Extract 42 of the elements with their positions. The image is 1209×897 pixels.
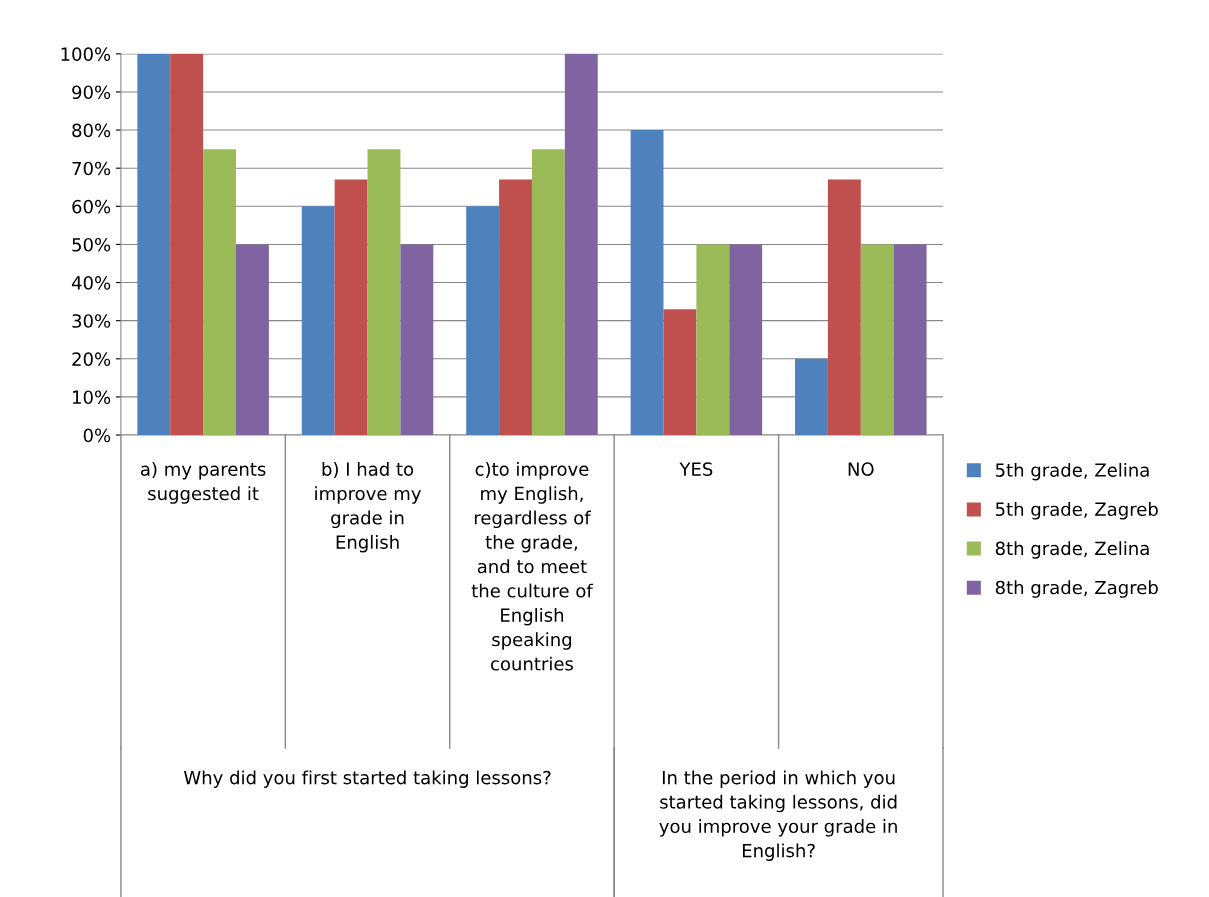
y-tick-label: 0% [83, 428, 111, 443]
bar [137, 53, 171, 436]
text: Why did you first started taking lessons? [183, 770, 551, 788]
y-tick-label: 80% [72, 123, 111, 138]
x-tick-label: b) I had to improve my grade in English [315, 461, 421, 553]
legend-label: 5th grade, Zagreb [995, 502, 1158, 520]
bar [334, 179, 368, 436]
bar [827, 179, 861, 436]
bar [170, 53, 204, 436]
bar [893, 244, 927, 436]
bar [367, 149, 401, 436]
legend-label: 8th grade, Zagreb [995, 580, 1158, 598]
bar [564, 53, 598, 436]
bar [301, 206, 335, 436]
bar [663, 309, 697, 436]
category-label: c)to improve my English, regardless of the grade, and to meet the culture of English speaking countries [471, 461, 594, 671]
bar [696, 244, 730, 436]
bar [795, 358, 828, 436]
bar [860, 244, 894, 436]
y-tick-label: 40% [71, 276, 111, 290]
y-tick-label: 70% [72, 161, 111, 176]
bar [729, 244, 763, 436]
x-tick-label: YES [679, 462, 713, 476]
y-tick-label: 100% [61, 47, 111, 61]
bar [236, 244, 269, 436]
bar [499, 179, 532, 436]
x-tick-label: NO [848, 462, 874, 476]
y-tick-label: 60% [72, 199, 111, 214]
bar [203, 149, 236, 436]
bar [400, 244, 434, 436]
bar [531, 149, 565, 436]
y-tick-label: 90% [72, 85, 111, 100]
bar [466, 206, 500, 436]
text: In the period in which you started taking lessons, did you improve your grade in English? [659, 770, 897, 861]
legend-label: 8th grade, Zelina [995, 541, 1149, 559]
bar [630, 130, 664, 436]
y-tick-label: 10% [73, 390, 111, 405]
legend-label: 5th grade, Zelina [995, 462, 1149, 481]
y-tick-label: 20% [72, 352, 111, 366]
y-tick-label: 50% [72, 237, 111, 252]
x-tick-label: a) my parents suggested it [140, 461, 266, 504]
y-tick-label: 30% [72, 314, 111, 328]
